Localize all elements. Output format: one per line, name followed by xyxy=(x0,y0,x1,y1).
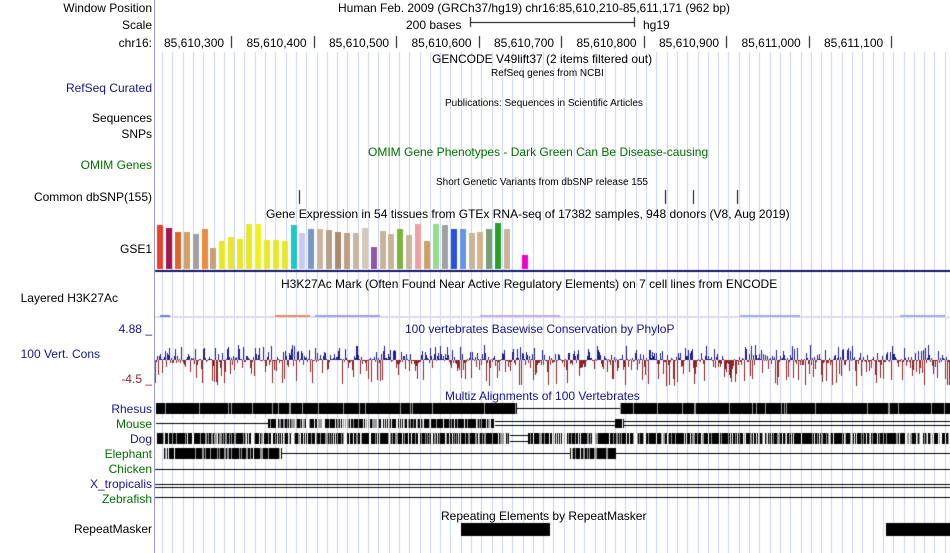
track-label-gtex[interactable]: GSE1 xyxy=(119,242,152,256)
window-position-value: Human Feb. 2009 (GRCh37/hg19) chr16:85,6… xyxy=(338,1,731,15)
track-title-refseq[interactable]: RefSeq genes from NCBI xyxy=(491,68,604,79)
track-label-repeatmasker[interactable]: RepeatMasker xyxy=(73,522,152,536)
ruler-tick-label: 85,610,700 xyxy=(494,36,555,50)
ruler-tick-label: 85,610,800 xyxy=(576,36,637,50)
track-title-h3k27ac[interactable]: H3K27Ac Mark (Often Found Near Active Re… xyxy=(281,277,778,291)
ruler-tick-label: 85,611,000 xyxy=(741,36,801,50)
track-title-publications[interactable]: Publications: Sequences in Scientific Ar… xyxy=(445,98,643,109)
track-title-phylop[interactable]: 100 vertebrates Basewise Conservation by… xyxy=(405,322,675,336)
species-label-chicken[interactable]: Chicken xyxy=(108,462,152,476)
track-title-dbsnp[interactable]: Short Genetic Variants from dbSNP releas… xyxy=(436,177,648,188)
species-label-mouse[interactable]: Mouse xyxy=(115,417,152,431)
track-title-gencode[interactable]: GENCODE V49lift37 (2 items filtered out) xyxy=(432,52,653,66)
track-title-repeatmasker[interactable]: Repeating Elements by RepeatMasker xyxy=(441,509,647,523)
window-position-label: Window Position xyxy=(63,1,152,15)
ruler-tick-label: 85,610,400 xyxy=(246,36,307,50)
track-label-phylop[interactable]: 100 Vert. Cons xyxy=(20,347,100,361)
species-label-zebrafish[interactable]: Zebrafish xyxy=(101,492,152,506)
phylop-min-value: -4.5 _ xyxy=(121,372,152,386)
species-label-xtropicalis[interactable]: X_tropicalis xyxy=(89,477,152,491)
track-label-dbsnp[interactable]: Common dbSNP(155) xyxy=(33,190,152,204)
species-label-elephant[interactable]: Elephant xyxy=(104,447,152,461)
track-label-refseq[interactable]: RefSeq Curated xyxy=(65,81,152,95)
scale-assembly: hg19 xyxy=(643,18,670,32)
ruler-tick-label: 85,610,500 xyxy=(329,36,390,50)
scale-label: Scale xyxy=(121,18,152,32)
ruler-tick-label: 85,610,300 xyxy=(164,36,225,50)
track-title-multiz[interactable]: Multiz Alignments of 100 Vertebrates xyxy=(445,389,640,403)
track-title-omim[interactable]: OMIM Gene Phenotypes - Dark Green Can Be… xyxy=(368,145,709,159)
species-label-rhesus[interactable]: Rhesus xyxy=(111,402,152,416)
track-label-snps[interactable]: SNPs xyxy=(121,127,152,141)
ruler-tick-label: 85,610,900 xyxy=(659,36,720,50)
phylop-max-value: 4.88 _ xyxy=(118,322,152,336)
scale-bar-text: 200 bases xyxy=(406,18,462,32)
ruler-chrom-label: chr16: xyxy=(118,36,152,50)
species-label-dog[interactable]: Dog xyxy=(129,432,152,446)
track-label-omim[interactable]: OMIM Genes xyxy=(80,158,152,172)
track-label-h3k27ac[interactable]: Layered H3K27Ac xyxy=(20,291,118,305)
track-title-gtex[interactable]: Gene Expression in 54 tissues from GTEx … xyxy=(266,207,790,221)
ruler-tick-label: 85,611,100 xyxy=(824,36,884,50)
label-separator xyxy=(154,0,155,553)
track-label-sequences[interactable]: Sequences xyxy=(91,111,152,125)
ruler-tick-label: 85,610,600 xyxy=(411,36,472,50)
